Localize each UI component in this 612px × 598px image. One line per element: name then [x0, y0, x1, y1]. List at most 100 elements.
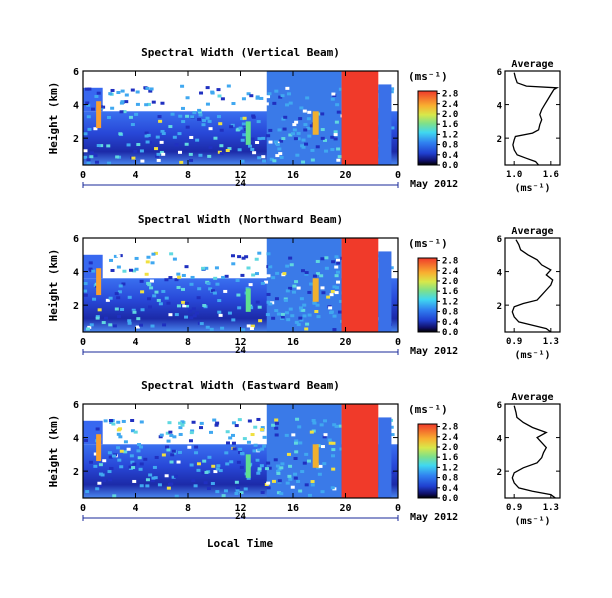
heatmap-cell [268, 128, 273, 132]
heatmap-cell [192, 314, 197, 318]
heatmap-cell [122, 269, 127, 273]
heatmap-cell [139, 279, 144, 283]
heatmap-cell [220, 263, 225, 267]
heatmap-cell [234, 424, 239, 428]
heatmap-cell [235, 486, 240, 490]
heatmap-cell [86, 161, 91, 165]
heatmap-streak [245, 121, 251, 145]
heatmap-cell [334, 255, 339, 259]
heatmap-cell [151, 476, 156, 480]
heatmap-cell [303, 123, 308, 127]
heatmap-streak [312, 444, 319, 468]
heatmap-cell [305, 322, 310, 326]
heatmap-cell [306, 459, 311, 463]
heatmap-cell [198, 113, 203, 117]
heatmap-streak [96, 101, 102, 129]
heatmap-cell [205, 116, 210, 120]
date-label: May 2012 [410, 512, 458, 523]
heatmap-cell [176, 272, 181, 276]
heatmap-cell [98, 472, 103, 476]
heatmap-cell [298, 441, 303, 445]
heatmap-cell [255, 96, 260, 100]
avg-frame [504, 237, 561, 333]
y-tick-label: 2 [73, 301, 79, 312]
heatmap-cell [130, 429, 135, 433]
heatmap-cell [260, 490, 265, 494]
heatmap-cell [280, 312, 285, 316]
heatmap-cell [189, 158, 194, 162]
heatmap-cell [334, 424, 339, 428]
heatmap-cell [194, 451, 199, 455]
heatmap-cell [335, 270, 340, 274]
heatmap-cell [246, 476, 251, 480]
heatmap-cell [294, 320, 299, 324]
heatmap-cell [249, 327, 254, 331]
heatmap-cell [266, 292, 271, 296]
avg-y-tick-label: 6 [497, 68, 502, 78]
heatmap-cell [151, 100, 156, 104]
heatmap-cell [296, 480, 301, 484]
heatmap-cell [158, 302, 163, 306]
heatmap-cell [257, 305, 262, 309]
heatmap-cell [315, 272, 320, 276]
heatmap-cell [241, 97, 246, 101]
heatmap-cell [225, 430, 230, 434]
heatmap-cell [148, 89, 153, 93]
heatmap-cell [197, 287, 202, 291]
heatmap-cell [180, 84, 185, 88]
heatmap-cell [315, 259, 320, 263]
heatmap-cell [116, 254, 121, 258]
heatmap-cell [231, 102, 236, 106]
heatmap-cell [189, 431, 194, 435]
heatmap-cell [229, 125, 234, 129]
heatmap-cell [253, 425, 258, 429]
heatmap-cell [109, 467, 114, 471]
heatmap-cell [135, 325, 140, 329]
heatmap-cell [184, 301, 189, 305]
heatmap-cell [311, 419, 316, 423]
heatmap-cell [302, 303, 307, 307]
heatmap-cell [212, 418, 217, 422]
heatmap-cell [154, 455, 159, 459]
heatmap-cell [133, 150, 138, 154]
heatmap-cell [172, 135, 177, 139]
heatmap-cell [336, 147, 341, 151]
heatmap-cell [154, 154, 159, 158]
heatmap-cell [299, 106, 304, 110]
y-tick-label: 6 [73, 67, 79, 78]
heatmap-cell [189, 135, 194, 139]
heatmap-cell [188, 152, 193, 156]
heatmap-cell [254, 272, 259, 276]
x-tick-label: 20 [339, 503, 351, 514]
heatmap-cell [232, 447, 237, 451]
panel-1: Spectral Width (Vertical Beam)0 4 8 12 16 20 0… [47, 46, 561, 194]
heatmap-cell [334, 286, 339, 290]
heatmap-cell [86, 115, 91, 119]
heatmap-cell [246, 440, 251, 444]
date-label: May 2012 [410, 179, 458, 190]
heatmap-cell [148, 473, 153, 477]
heatmap-cell [151, 252, 156, 256]
heatmap-cell [166, 301, 171, 305]
heatmap-cell [293, 137, 298, 141]
heatmap-cell [94, 160, 99, 164]
heatmap-cell [179, 160, 184, 164]
heatmap-cell [274, 89, 279, 93]
heatmap-cell [171, 475, 176, 479]
x-tick-label: 16 [287, 170, 299, 181]
heatmap-cell [389, 425, 394, 429]
heatmap-cell [106, 115, 111, 119]
heatmap-cell [111, 422, 116, 426]
heatmap-cell [338, 424, 343, 428]
heatmap-cell [134, 256, 139, 260]
colorbar-tick-label: 2.8 [442, 423, 458, 433]
heatmap-cell [240, 452, 245, 456]
heatmap-cell [210, 289, 215, 293]
heatmap-cell [119, 465, 124, 469]
heatmap-cell [84, 87, 89, 91]
heatmap-cell [390, 87, 395, 91]
heatmap-cell [177, 450, 182, 454]
heatmap-cell [267, 466, 272, 470]
heatmap-cell [118, 132, 123, 136]
